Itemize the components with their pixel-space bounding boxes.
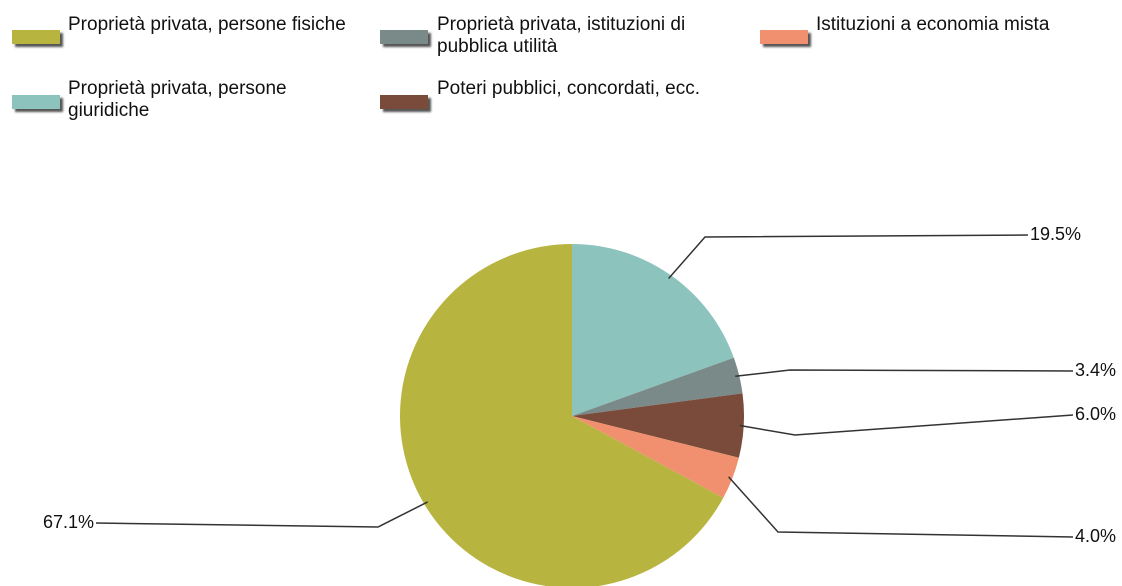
- leader-line: [739, 414, 1074, 436]
- pie-slice: [572, 244, 734, 416]
- leader-line: [728, 476, 1074, 538]
- data-label: 19.5%: [1030, 224, 1081, 244]
- legend-label: Proprietà privata, istituzioni di pubbli…: [437, 14, 686, 57]
- pie-slice: [400, 244, 724, 586]
- legend-label: Proprietà privata, persone fisiche: [68, 14, 346, 35]
- data-label: 6.0%: [1075, 404, 1116, 424]
- data-label: 3.4%: [1075, 360, 1116, 380]
- legend-label: Istituzioni a economia mista: [816, 14, 1050, 35]
- legend-label: Poteri pubblici, concordati, ecc.: [437, 78, 700, 99]
- leader-line: [95, 501, 429, 528]
- pie-slice: [572, 416, 739, 498]
- legend-label: Proprietà privata, persone giuridiche: [68, 78, 287, 121]
- legend-swatch: [12, 30, 60, 44]
- pie-slice: [572, 357, 743, 416]
- legend-swatch: [380, 95, 428, 109]
- legend-swatch: [380, 30, 428, 44]
- legend-swatch: [760, 30, 808, 44]
- legend-swatch: [12, 95, 60, 109]
- data-label: 4.0%: [1075, 526, 1116, 546]
- data-label: 67.1%: [43, 512, 94, 532]
- leader-line: [668, 234, 1029, 280]
- pie-slice: [572, 393, 744, 458]
- leader-line: [735, 369, 1074, 378]
